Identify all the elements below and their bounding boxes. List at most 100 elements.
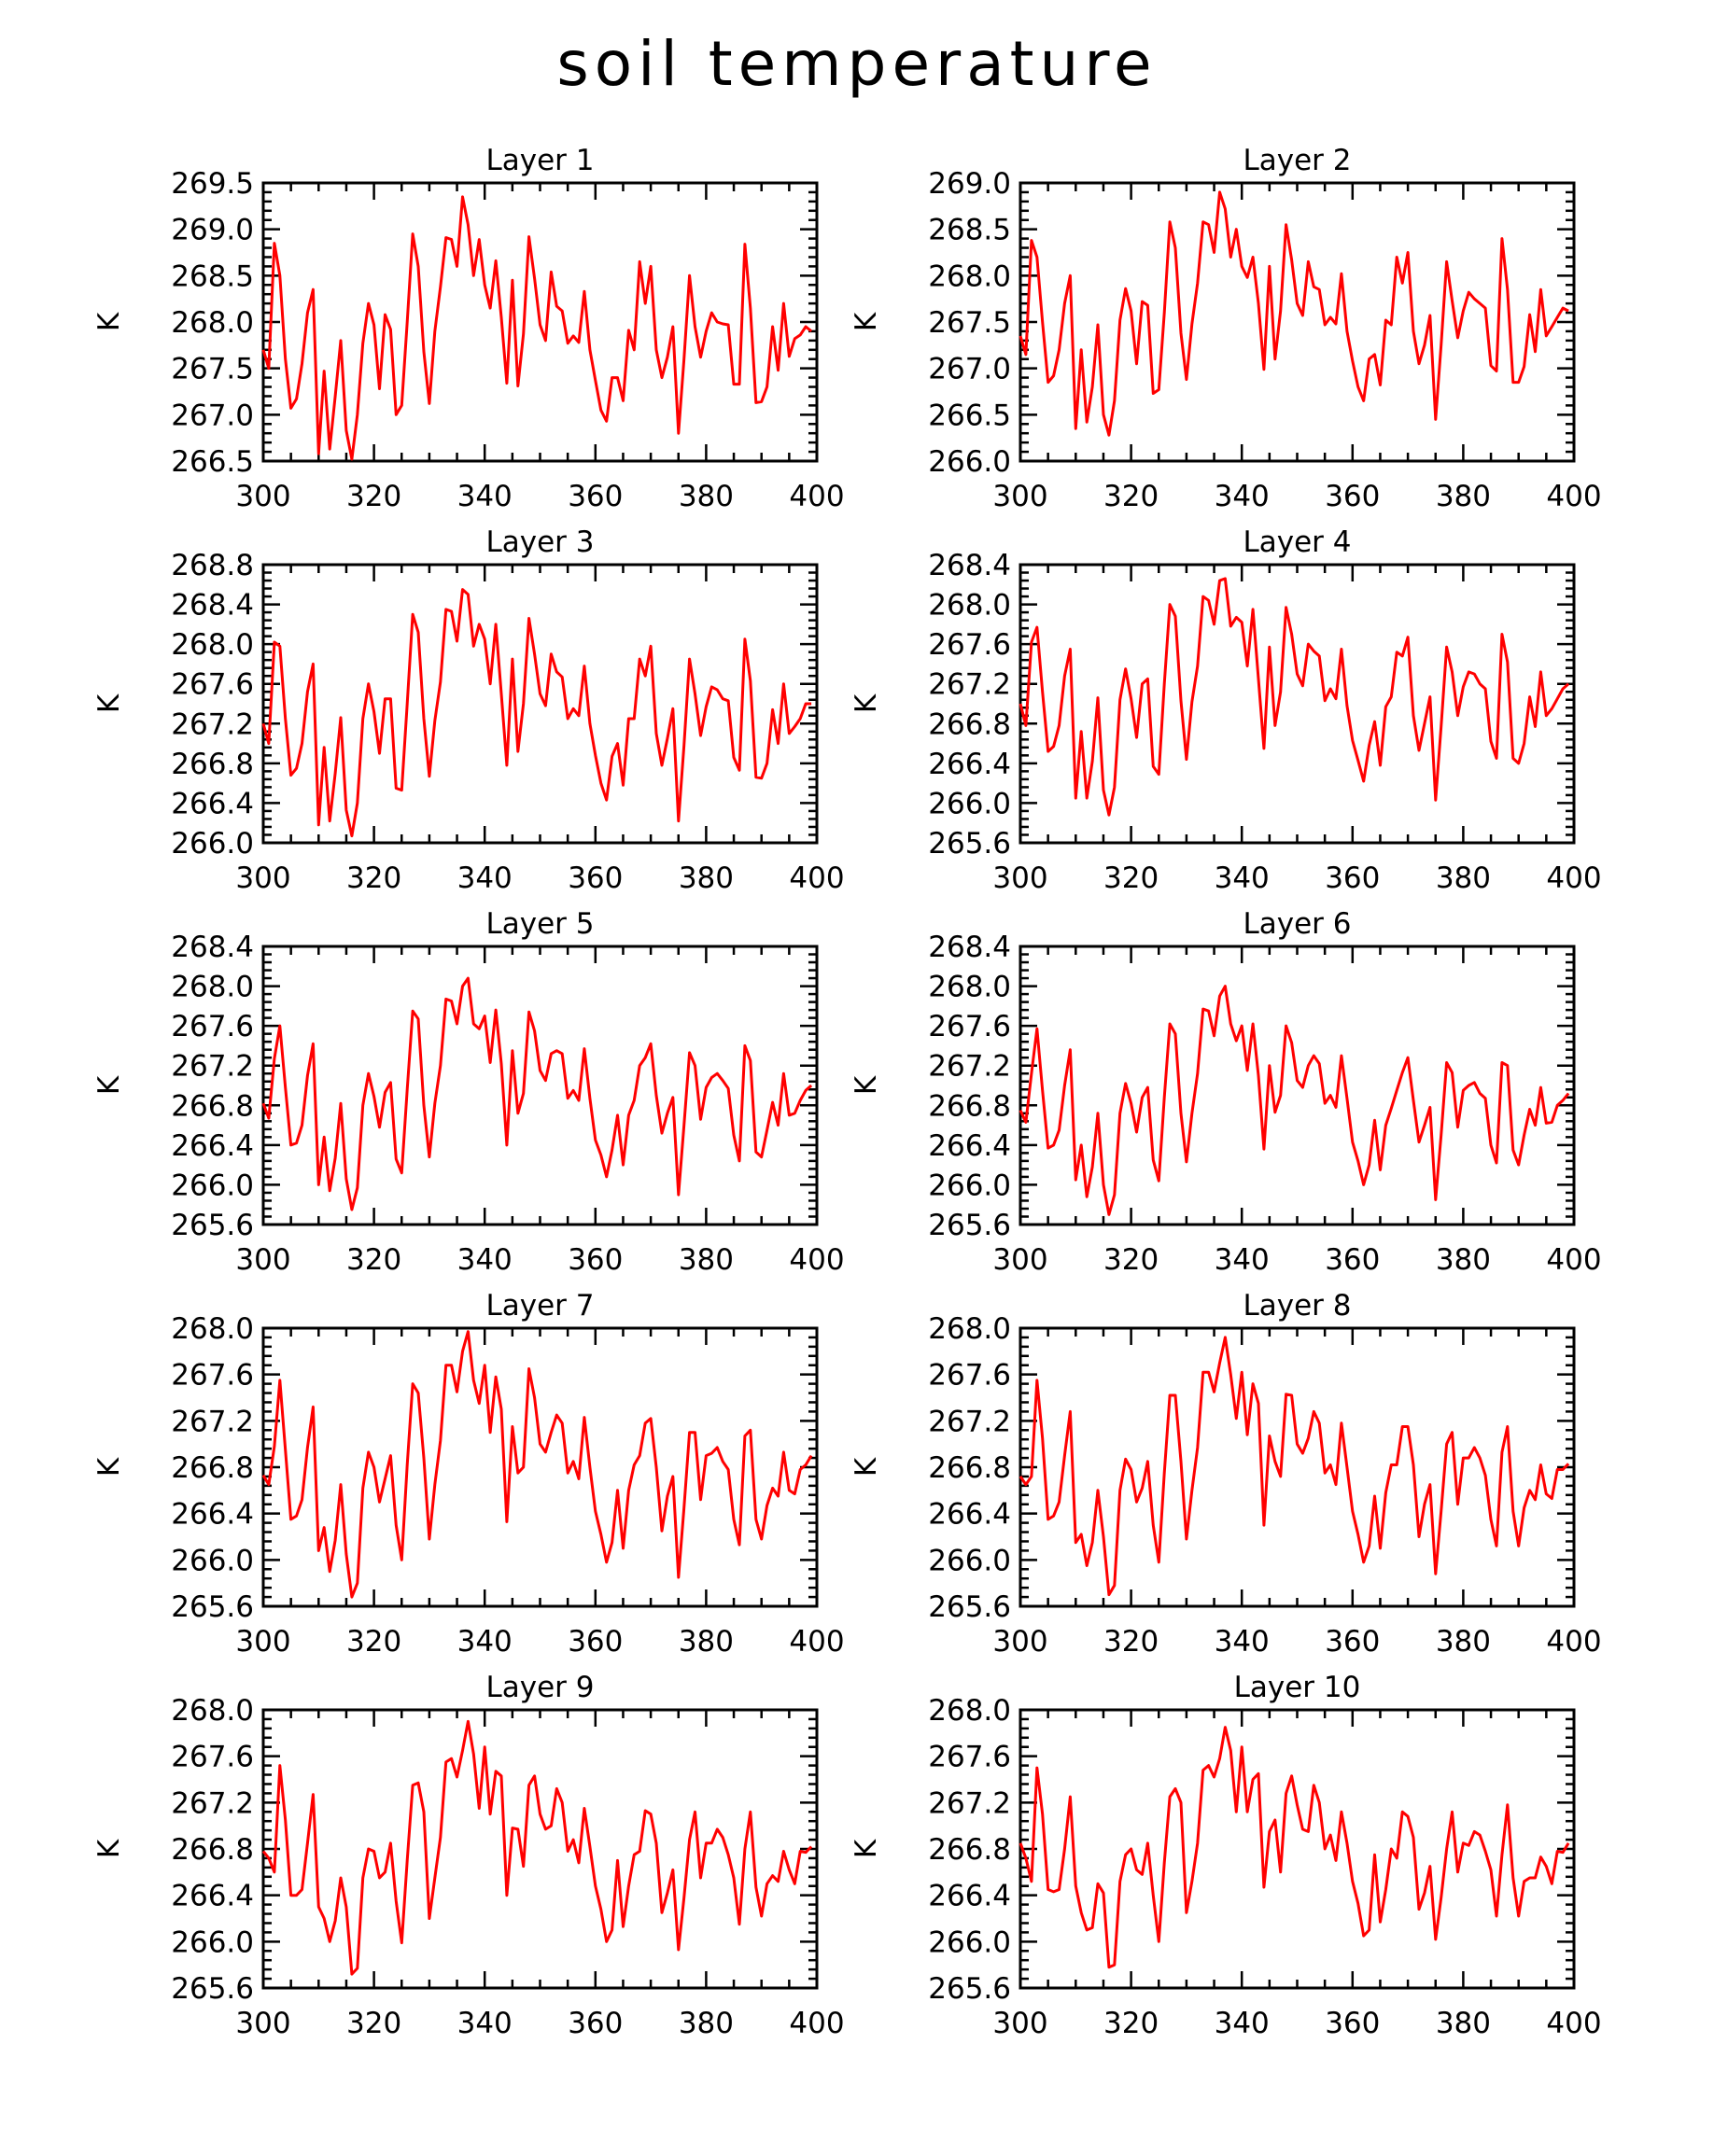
y-tick-label: 268.0 (171, 971, 254, 1004)
y-axis-label: K (92, 1457, 126, 1477)
y-tick-label: 267.6 (928, 1010, 1011, 1043)
panel-title: Layer 8 (1243, 1289, 1351, 1323)
y-tick-label: 266.0 (928, 1169, 1011, 1202)
x-tick-label: 300 (992, 861, 1047, 895)
x-tick-label: 400 (1546, 480, 1601, 513)
x-tick-label: 380 (679, 1243, 734, 1277)
x-tick-label: 360 (1325, 1243, 1380, 1277)
y-tick-label: 268.4 (171, 931, 254, 964)
y-tick-label: 268.0 (171, 306, 254, 340)
y-tick-label: 266.0 (171, 827, 254, 861)
y-tick-label: 266.4 (171, 1129, 254, 1163)
y-tick-label: 266.8 (171, 1451, 254, 1485)
y-axis-label: K (92, 1075, 126, 1095)
y-tick-label: 266.0 (171, 1925, 254, 1959)
y-tick-label: 269.0 (171, 214, 254, 247)
y-tick-label: 266.5 (171, 445, 254, 479)
y-tick-label: 266.0 (928, 1544, 1011, 1577)
panel-title: Layer 7 (485, 1289, 594, 1323)
figure-title: soil temperature (556, 28, 1158, 100)
y-tick-label: 268.0 (171, 1312, 254, 1346)
x-tick-label: 400 (789, 2007, 844, 2040)
x-tick-label: 360 (568, 1625, 623, 1659)
chart-panel-1: Layer 1 K 300 320 340 360 380 400 266.5 267.0 267.… (92, 144, 845, 513)
panel-title: Layer 4 (1243, 525, 1351, 559)
plot-frame (1019, 563, 1576, 845)
y-tick-label: 268.5 (928, 214, 1011, 247)
y-tick-label: 265.6 (171, 1972, 254, 2006)
y-tick-label: 267.2 (171, 1405, 254, 1438)
x-tick-label: 340 (1215, 1243, 1270, 1277)
y-axis-label: K (850, 693, 883, 713)
x-tick-label: 320 (1103, 1243, 1159, 1277)
panel-title: Layer 10 (1234, 1671, 1361, 1704)
chart-panel-8: Layer 8 K 300 320 340 360 380 400 265.6 266.0 266.… (850, 1289, 1602, 1659)
x-tick-label: 400 (1546, 2007, 1601, 2040)
x-tick-label: 300 (235, 1625, 290, 1659)
y-tick-label: 266.0 (928, 787, 1011, 820)
series-line (1019, 985, 1570, 1216)
x-tick-label: 380 (679, 2007, 734, 2040)
y-tick-label: 268.0 (171, 628, 254, 662)
y-tick-label: 267.2 (928, 1405, 1011, 1438)
plot-frame (1019, 1708, 1576, 1990)
panel-title: Layer 2 (1243, 144, 1351, 177)
x-tick-label: 360 (568, 861, 623, 895)
chart-panel-9: Layer 9 K 300 320 340 360 380 400 265.6 266.0 266.… (92, 1671, 845, 2040)
series-line (261, 1330, 813, 1599)
x-tick-label: 340 (1215, 1625, 1270, 1659)
y-tick-label: 267.2 (928, 1786, 1011, 1820)
chart-panel-2: Layer 2 K 300 320 340 360 380 400 266.0 266.5 267.… (850, 144, 1602, 513)
x-tick-label: 320 (346, 1243, 401, 1277)
y-tick-label: 266.8 (928, 1833, 1011, 1867)
y-axis-label: K (850, 1839, 883, 1858)
y-axis-label: K (92, 1839, 126, 1858)
x-tick-label: 320 (346, 2007, 401, 2040)
y-tick-label: 266.4 (171, 787, 254, 820)
x-tick-label: 300 (992, 1243, 1047, 1277)
y-tick-label: 266.4 (928, 1129, 1011, 1163)
y-axis-label: K (850, 1457, 883, 1477)
y-tick-label: 266.0 (928, 445, 1011, 479)
y-tick-label: 266.8 (928, 1089, 1011, 1123)
y-tick-label: 266.4 (928, 748, 1011, 781)
x-tick-label: 380 (1436, 1243, 1491, 1277)
y-tick-label: 266.4 (171, 1880, 254, 1913)
x-tick-label: 360 (1325, 1625, 1380, 1659)
y-tick-label: 267.2 (171, 1786, 254, 1820)
y-tick-label: 268.0 (928, 1694, 1011, 1728)
y-tick-label: 265.6 (171, 1209, 254, 1242)
y-tick-label: 266.4 (171, 1498, 254, 1532)
y-tick-label: 267.6 (171, 1010, 254, 1043)
x-tick-label: 340 (457, 2007, 513, 2040)
x-tick-label: 380 (1436, 2007, 1491, 2040)
x-tick-label: 300 (992, 480, 1047, 513)
y-tick-label: 266.0 (928, 1925, 1011, 1959)
y-axis-label: K (92, 312, 126, 331)
y-tick-label: 267.6 (171, 1359, 254, 1393)
panel-title: Layer 1 (485, 144, 594, 177)
x-tick-label: 340 (457, 861, 513, 895)
y-tick-label: 265.6 (928, 1209, 1011, 1242)
x-tick-label: 320 (346, 1625, 401, 1659)
panel-title: Layer 6 (1243, 907, 1351, 941)
x-tick-label: 300 (235, 1243, 290, 1277)
chart-panel-4: Layer 4 K 300 320 340 360 380 400 265.6 266.0 266.… (850, 525, 1602, 895)
series-line (1019, 190, 1569, 437)
chart-panel-10: Layer 10 K 300 320 340 360 380 400 265.6 266.0 266… (850, 1671, 1602, 2040)
panel-title: Layer 3 (485, 525, 594, 559)
y-tick-label: 267.2 (928, 1050, 1011, 1084)
x-tick-label: 360 (568, 2007, 623, 2040)
y-tick-label: 267.2 (171, 707, 254, 741)
x-tick-label: 400 (789, 861, 844, 895)
x-tick-label: 320 (1103, 861, 1159, 895)
x-tick-label: 360 (568, 480, 623, 513)
x-tick-label: 360 (1325, 861, 1380, 895)
y-tick-label: 267.6 (928, 628, 1011, 662)
x-tick-label: 400 (1546, 1625, 1601, 1659)
y-tick-label: 269.5 (171, 167, 254, 201)
y-tick-label: 267.6 (171, 1741, 254, 1774)
panel-title: Layer 5 (485, 907, 594, 941)
x-tick-label: 400 (1546, 1243, 1601, 1277)
